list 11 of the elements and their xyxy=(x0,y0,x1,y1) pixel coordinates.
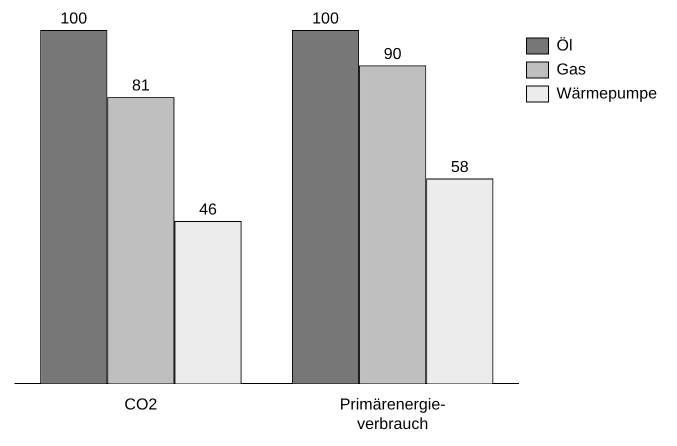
data-label: 81 xyxy=(132,78,150,95)
legend-label: Wärmepumpe xyxy=(556,85,658,102)
data-label: 58 xyxy=(450,158,469,176)
x-tick-label: CO2 xyxy=(124,396,158,414)
data-label: 100 xyxy=(312,10,339,28)
legend-label: Öl xyxy=(556,36,573,54)
data-label: 46 xyxy=(199,201,218,218)
data-label: 90 xyxy=(384,46,402,63)
data-label: 100 xyxy=(60,10,88,28)
legend-label: Gas xyxy=(556,61,586,78)
x-tick-label: Primärenergie-verbrauch xyxy=(340,396,446,433)
